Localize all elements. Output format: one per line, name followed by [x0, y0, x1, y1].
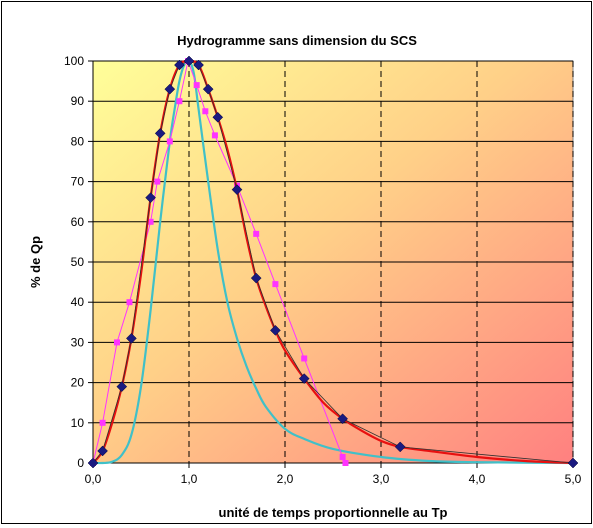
navy-diamond-marker: [145, 192, 156, 204]
y-tick-label: 20: [71, 376, 85, 390]
x-axis-label: unité de temps proportionnelle au Tp: [219, 505, 448, 520]
x-tick-label: 3,0: [373, 472, 390, 486]
navy-diamond-marker: [231, 184, 243, 195]
pink-square-marker: [202, 108, 209, 115]
y-tick-label: 30: [71, 335, 85, 349]
y-tick-label: 60: [71, 215, 85, 229]
y-tick-label: 100: [64, 54, 84, 68]
y-tick-label: 80: [71, 134, 85, 148]
y-tick-label: 10: [71, 416, 85, 430]
chart-title: Hydrogramme sans dimension du SCS: [177, 33, 417, 48]
grid-lines: [88, 60, 574, 468]
x-tick-label: 2,0: [277, 472, 294, 486]
navy-diamond-marker: [97, 445, 108, 457]
navy-diamond-marker: [567, 457, 579, 469]
y-tick-label: 40: [71, 295, 85, 309]
y-tick-label: 90: [71, 94, 85, 108]
pink-square-marker: [339, 453, 346, 460]
y-tick-label: 50: [71, 255, 85, 269]
navy-diamond-marker: [87, 457, 99, 469]
pink-square-marker: [154, 178, 161, 185]
navy-diamond-marker: [126, 333, 137, 344]
navy-diamond-marker: [394, 441, 406, 453]
navy-diamond-marker: [174, 59, 185, 71]
y-tick-label: 70: [71, 175, 85, 189]
x-tick-label: 1,0: [181, 472, 198, 486]
x-tick-label: 4,0: [469, 472, 486, 486]
navy-diamond-marker: [212, 111, 224, 123]
navy-diamond-marker: [270, 324, 281, 336]
pink-square-marker: [166, 138, 173, 145]
pink-square-marker: [342, 460, 349, 466]
pink-square-marker: [114, 339, 120, 346]
pink-square-marker: [211, 132, 218, 139]
pink-square-marker: [272, 281, 279, 288]
series-line-pink: [92, 59, 346, 464]
y-axis-label: % de Qp: [28, 236, 43, 288]
pink-square-marker: [193, 82, 200, 89]
navy-diamond-marker: [298, 373, 310, 384]
pink-square-marker: [253, 230, 260, 237]
pink-square-marker: [301, 355, 308, 362]
navy-diamond-marker: [202, 83, 214, 95]
navy-diamond-marker: [116, 381, 128, 392]
tick-labels: 0 10 20 30 40 50 60 70 80 90 100 0,0 1,0 2,0 3,0 4,0 5,0: [64, 54, 582, 486]
series-layer: [87, 55, 579, 469]
pink-square-marker: [176, 98, 183, 105]
pink-square-marker: [147, 218, 154, 225]
y-tick-label: 0: [77, 456, 84, 470]
navy-diamond-marker: [337, 413, 348, 425]
pink-square-marker: [126, 299, 133, 306]
navy-diamond-marker: [164, 83, 176, 95]
navy-diamond-marker: [183, 55, 195, 67]
navy-diamond-marker: [250, 272, 262, 284]
x-tick-label: 5,0: [565, 472, 582, 486]
navy-diamond-marker: [154, 128, 166, 139]
pink-square-marker: [99, 419, 106, 426]
series-line-cyan: [92, 59, 574, 465]
x-tick-label: 0,0: [85, 472, 102, 486]
navy-diamond-marker: [193, 59, 204, 71]
